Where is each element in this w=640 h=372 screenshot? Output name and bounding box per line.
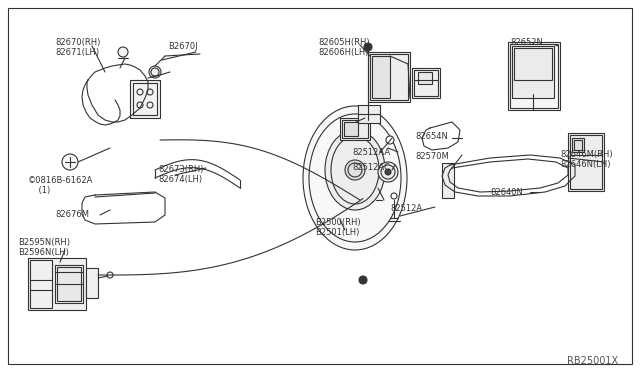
Bar (574, 140, 582, 150)
Text: RB25001X: RB25001X (567, 356, 618, 366)
Ellipse shape (325, 130, 385, 210)
Bar (130, 80, 160, 118)
Text: 82646M(RH)
82646N(LH): 82646M(RH) 82646N(LH) (560, 150, 612, 169)
Circle shape (359, 276, 367, 284)
Bar (512, 46, 554, 98)
Bar (572, 138, 584, 152)
Bar (568, 133, 604, 191)
Circle shape (386, 136, 394, 144)
Text: 82654N: 82654N (415, 132, 448, 141)
Bar (368, 52, 410, 102)
Text: B2500(RH)
B2501(LH): B2500(RH) B2501(LH) (315, 218, 360, 237)
Circle shape (391, 193, 397, 199)
Bar (510, 44, 558, 108)
Bar (133, 83, 157, 115)
Text: 82640N: 82640N (490, 188, 523, 197)
Bar (372, 56, 390, 98)
Text: 82512A: 82512A (390, 204, 422, 213)
Circle shape (364, 43, 372, 51)
Bar (358, 105, 380, 123)
Bar (418, 72, 432, 84)
Text: ©0816B-6162A
    (1): ©0816B-6162A (1) (28, 176, 93, 195)
Text: 82512AA: 82512AA (352, 148, 390, 157)
Circle shape (107, 272, 113, 278)
Text: 82652N: 82652N (510, 38, 543, 47)
Text: 82605H(RH)
82606H(LH): 82605H(RH) 82606H(LH) (318, 38, 370, 57)
Bar (340, 118, 370, 140)
Bar (442, 163, 454, 198)
Ellipse shape (303, 106, 407, 250)
Circle shape (149, 66, 161, 78)
Circle shape (62, 154, 78, 170)
Text: B2595N(RH)
B2596N(LH): B2595N(RH) B2596N(LH) (18, 238, 70, 257)
Circle shape (345, 160, 365, 180)
Text: B2670J: B2670J (168, 42, 198, 51)
Text: 82676M: 82676M (55, 210, 89, 219)
Bar (342, 120, 368, 138)
Circle shape (378, 162, 398, 182)
Bar (55, 265, 83, 303)
Bar (508, 42, 560, 110)
Text: 82570M: 82570M (415, 152, 449, 161)
Bar (514, 48, 552, 80)
Text: 82673(RH)
82674(LH): 82673(RH) 82674(LH) (158, 165, 204, 185)
Bar (57, 267, 81, 301)
Bar (414, 70, 438, 96)
Bar (344, 122, 358, 136)
Bar (570, 135, 602, 189)
Text: 82670(RH)
82671(LH): 82670(RH) 82671(LH) (55, 38, 100, 57)
Circle shape (385, 169, 391, 175)
Bar (30, 260, 52, 308)
Text: 82512AC: 82512AC (352, 163, 390, 172)
Bar (370, 54, 408, 100)
Bar (86, 268, 98, 298)
Bar (412, 68, 440, 98)
Bar (28, 258, 86, 310)
Circle shape (118, 47, 128, 57)
